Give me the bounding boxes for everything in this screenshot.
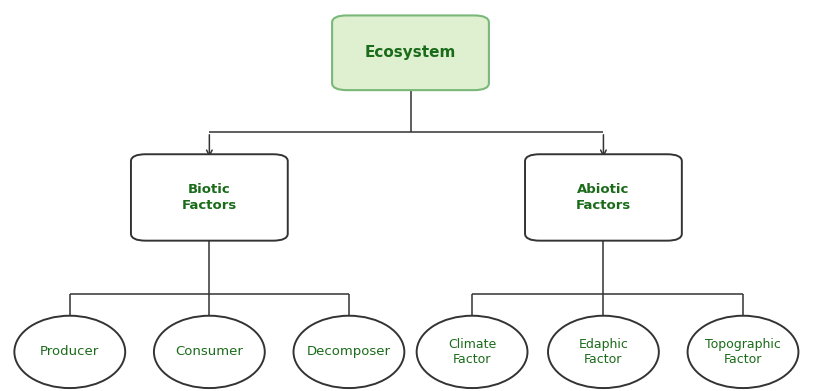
Ellipse shape xyxy=(14,316,125,388)
Ellipse shape xyxy=(154,316,264,388)
Ellipse shape xyxy=(688,316,799,388)
Text: Decomposer: Decomposer xyxy=(307,345,391,359)
Ellipse shape xyxy=(293,316,404,388)
FancyBboxPatch shape xyxy=(131,154,288,240)
Ellipse shape xyxy=(548,316,659,388)
Text: Topographic
Factor: Topographic Factor xyxy=(705,338,781,366)
FancyBboxPatch shape xyxy=(332,16,489,90)
Text: Biotic
Factors: Biotic Factors xyxy=(181,183,237,212)
Text: Abiotic
Factors: Abiotic Factors xyxy=(576,183,631,212)
FancyBboxPatch shape xyxy=(525,154,682,240)
Text: Consumer: Consumer xyxy=(176,345,243,359)
Ellipse shape xyxy=(416,316,528,388)
Text: Ecosystem: Ecosystem xyxy=(365,45,456,60)
Text: Climate
Factor: Climate Factor xyxy=(448,338,496,366)
Text: Producer: Producer xyxy=(40,345,99,359)
Text: Edaphic
Factor: Edaphic Factor xyxy=(579,338,628,366)
